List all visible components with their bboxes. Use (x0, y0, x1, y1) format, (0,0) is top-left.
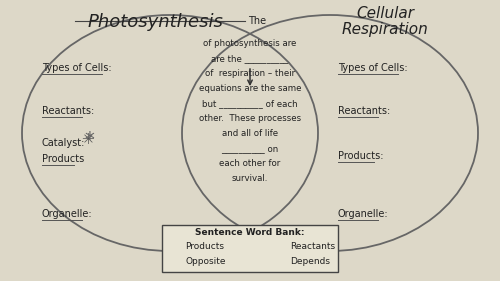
Text: equations are the same: equations are the same (199, 84, 301, 93)
Text: Products:: Products: (338, 151, 384, 161)
Text: Types of Cells:: Types of Cells: (42, 63, 112, 73)
Text: Products: Products (42, 154, 84, 164)
Text: The: The (248, 16, 266, 26)
Text: Opposite: Opposite (185, 257, 226, 266)
Text: but __________ of each: but __________ of each (202, 99, 298, 108)
Text: Organelle:: Organelle: (42, 209, 92, 219)
Text: survival.: survival. (232, 174, 268, 183)
FancyBboxPatch shape (162, 225, 338, 272)
Text: __________ on: __________ on (222, 144, 278, 153)
Text: ✳: ✳ (82, 133, 94, 148)
Text: other.  These processes: other. These processes (199, 114, 301, 123)
Text: Products: Products (185, 242, 224, 251)
Text: of photosynthesis are: of photosynthesis are (204, 39, 296, 48)
Text: and all of life: and all of life (222, 129, 278, 138)
Text: each other for: each other for (220, 159, 280, 168)
Text: Reactants:: Reactants: (42, 106, 94, 116)
Text: Depends: Depends (290, 257, 330, 266)
Text: Organelle:: Organelle: (338, 209, 388, 219)
Text: Cellular
Respiration: Cellular Respiration (342, 6, 428, 37)
Text: Types of Cells:: Types of Cells: (338, 63, 407, 73)
Text: Reactants:: Reactants: (338, 106, 390, 116)
Text: of  respiration – their: of respiration – their (205, 69, 295, 78)
Text: *: * (84, 130, 94, 149)
Text: are the __________: are the __________ (212, 54, 288, 63)
Text: Reactants: Reactants (290, 242, 335, 251)
Text: Sentence Word Bank:: Sentence Word Bank: (195, 228, 305, 237)
Text: Photosynthesis: Photosynthesis (87, 13, 223, 31)
Text: Catalyst:: Catalyst: (42, 138, 86, 148)
